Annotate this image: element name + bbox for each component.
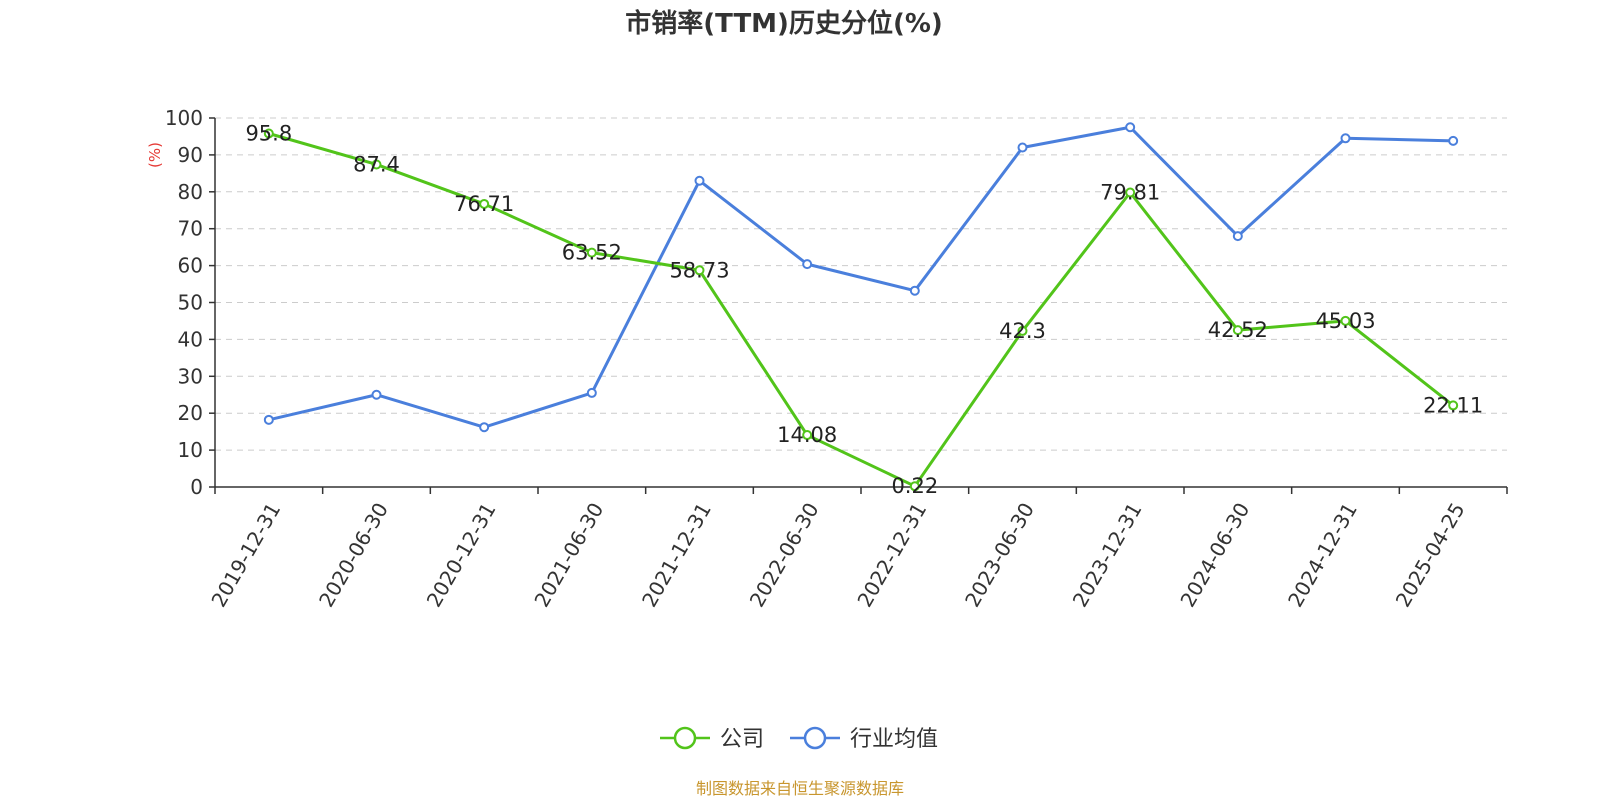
y-tick-label: 80 <box>178 180 203 204</box>
legend[interactable]: 公司 行业均值 <box>660 726 938 752</box>
data-point[interactable] <box>909 481 920 492</box>
source-note: 制图数据来自恒生聚源数据库 <box>696 779 904 798</box>
data-point[interactable] <box>1232 325 1243 336</box>
data-label: 42.52 <box>1208 318 1268 342</box>
x-tick-label: 2023-06-30 <box>960 499 1039 612</box>
data-point[interactable] <box>1340 133 1351 144</box>
data-label: 87.4 <box>353 152 400 176</box>
data-point[interactable] <box>263 414 274 425</box>
legend-company-marker <box>673 726 697 750</box>
data-point[interactable] <box>1232 231 1243 242</box>
x-tick-label: 2019-12-31 <box>206 499 285 612</box>
data-point[interactable] <box>1017 325 1028 336</box>
legend-item-industry-average[interactable]: 行业均值 <box>790 726 938 752</box>
y-tick-label: 40 <box>178 327 203 351</box>
y-tick-labels: 0 10 20 30 40 50 60 70 80 90 100 <box>165 106 215 499</box>
legend-item-company[interactable]: 公司 <box>660 726 764 752</box>
y-tick-label: 70 <box>178 217 203 241</box>
data-point[interactable] <box>263 128 274 139</box>
chart-title: 市销率(TTM)历史分位(%) <box>625 8 943 39</box>
data-point[interactable] <box>802 430 813 441</box>
data-label: 76.71 <box>454 192 514 216</box>
data-label: 0.22 <box>891 474 938 498</box>
x-tick-label: 2025-04-25 <box>1391 499 1470 612</box>
data-label: 42.3 <box>999 319 1046 343</box>
x-tick-label: 2021-06-30 <box>529 499 608 612</box>
series-lines <box>263 122 1459 492</box>
x-tick-labels: 2019-12-31 2020-06-30 2020-12-31 2021-06-30… <box>206 487 1508 612</box>
x-tick-label: 2022-12-31 <box>852 498 931 611</box>
legend-industry-marker <box>803 726 827 750</box>
data-point[interactable] <box>479 198 490 209</box>
y-tick-label: 60 <box>178 254 203 278</box>
y-tick-label: 100 <box>165 106 203 130</box>
x-tick-label: 2020-12-31 <box>422 498 501 611</box>
x-tick-label: 2024-06-30 <box>1175 499 1254 612</box>
data-point[interactable] <box>1125 187 1136 198</box>
data-point[interactable] <box>1340 315 1351 326</box>
y-tick-label: 30 <box>178 364 203 388</box>
y-tick-label: 20 <box>178 401 203 425</box>
data-labels: 95.8 87.4 76.71 63.52 58.73 14.08 0.22 42.3 79.8… <box>245 121 1483 498</box>
data-point[interactable] <box>479 422 490 433</box>
data-point[interactable] <box>586 387 597 398</box>
data-point[interactable] <box>1017 142 1028 153</box>
y-tick-label: 0 <box>190 475 203 499</box>
x-tick-label: 2021-12-31 <box>637 499 716 612</box>
data-point[interactable] <box>694 175 705 186</box>
y-tick-label: 50 <box>178 291 203 315</box>
data-point[interactable] <box>694 265 705 276</box>
data-point[interactable] <box>1448 135 1459 146</box>
y-tick-label: 90 <box>178 143 203 167</box>
data-label: 58.73 <box>669 258 729 282</box>
data-point[interactable] <box>909 285 920 296</box>
x-tick-label: 2020-06-30 <box>314 499 393 612</box>
y-axis-label: (%) <box>146 142 164 168</box>
series-line <box>268 132 1455 488</box>
series-0 <box>263 128 1459 492</box>
data-point[interactable] <box>586 247 597 258</box>
series-line <box>268 125 1454 429</box>
data-label: 14.08 <box>777 423 837 447</box>
data-point[interactable] <box>802 259 813 270</box>
data-label: 45.03 <box>1315 309 1375 333</box>
x-tick-label: 2022-06-30 <box>745 499 824 612</box>
data-point[interactable] <box>371 389 382 400</box>
data-point[interactable] <box>1125 122 1136 133</box>
axes <box>214 118 1507 488</box>
data-label: 63.52 <box>562 241 622 265</box>
series-1 <box>263 122 1459 433</box>
data-point[interactable] <box>1448 400 1459 411</box>
data-point[interactable] <box>371 159 382 170</box>
x-tick-label: 2024-12-31 <box>1283 499 1362 612</box>
data-label: 95.8 <box>245 121 292 145</box>
legend-industry-label: 行业均值 <box>850 727 938 752</box>
data-label: 22.11 <box>1423 393 1483 417</box>
x-tick-label: 2023-12-31 <box>1068 499 1147 612</box>
legend-company-label: 公司 <box>720 727 764 752</box>
data-label: 79.81 <box>1100 181 1160 205</box>
y-tick-label: 10 <box>178 438 203 462</box>
